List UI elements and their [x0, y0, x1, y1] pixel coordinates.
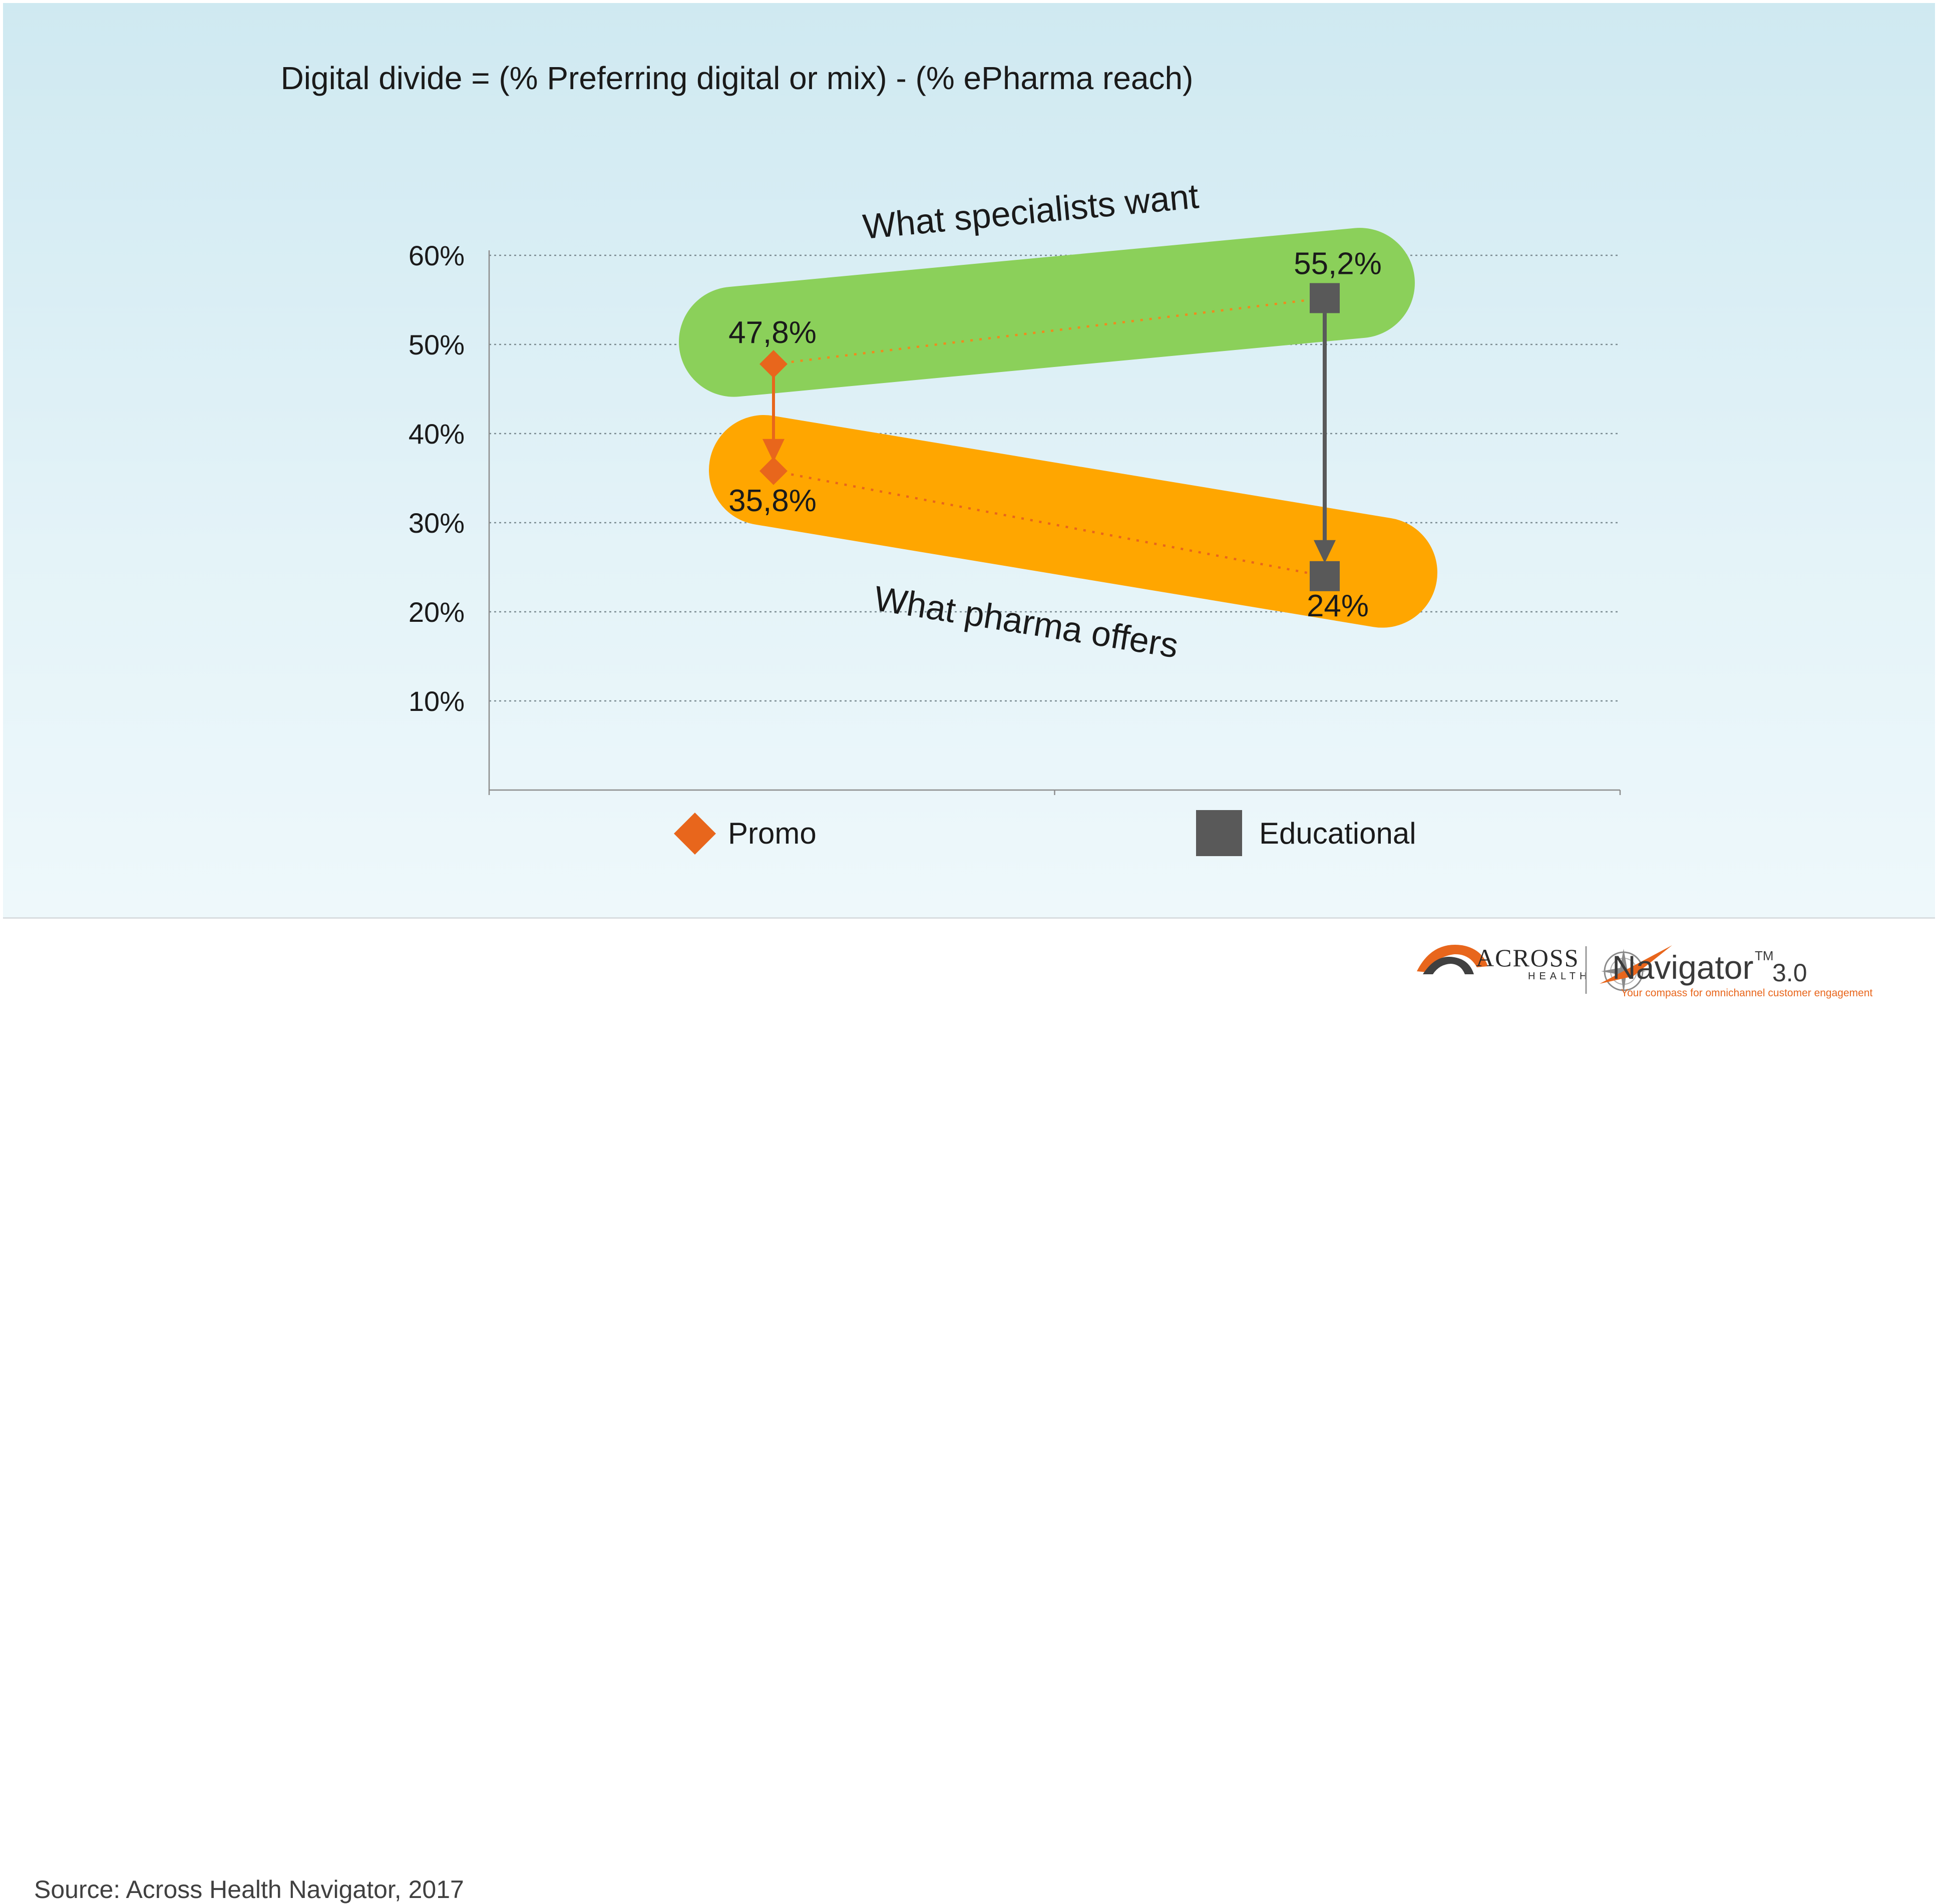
gap-arrow-educational	[1314, 313, 1336, 563]
data-label-promo-want: 47,8%	[728, 315, 817, 350]
band-label-offer: What pharma offers	[872, 579, 1181, 665]
y-tick-label: 20%	[409, 596, 465, 628]
trend-line-offer	[773, 470, 1325, 578]
y-tick-label: 10%	[409, 685, 465, 717]
point-promo-want	[759, 350, 788, 378]
y-tick-label: 60%	[409, 240, 465, 271]
markers-layer	[759, 283, 1340, 591]
source-note: Source: Across Health Navigator, 2017	[34, 1875, 464, 1903]
y-tick-label: 40%	[409, 418, 465, 450]
y-tick-label: 50%	[409, 329, 465, 360]
point-educational-offer	[1310, 561, 1340, 591]
chart: Digital divide = (% Preferring digital o…	[281, 60, 1621, 856]
trend-line-want	[773, 297, 1325, 365]
footer: Source: Across Health Navigator, 2017	[0, 919, 1938, 1903]
point-educational-want	[1310, 283, 1340, 313]
legend-label-promo: Promo	[728, 817, 817, 850]
legend-label-educational: Educational	[1259, 817, 1416, 850]
band-label-want: What specialists want	[861, 176, 1200, 246]
lines-layer	[762, 297, 1336, 578]
axes-layer: 10% 20% 30% 40% 50% 60%	[409, 240, 1621, 795]
data-label-promo-offer: 35,8%	[728, 484, 817, 518]
band-what-pharma-offers-shape	[709, 415, 1437, 628]
data-label-educational-offer: 24%	[1307, 589, 1369, 623]
band-what-pharma-offers	[709, 415, 1437, 628]
chart-area: Digital divide = (% Preferring digital o…	[3, 3, 1935, 919]
band-what-specialists-want-shape	[679, 228, 1415, 397]
grid-layer	[489, 254, 1620, 702]
legend-marker-educational	[1196, 810, 1242, 856]
band-layer	[679, 228, 1437, 628]
gap-arrow-promo	[762, 374, 785, 462]
point-promo-offer	[759, 457, 788, 485]
legend-marker-promo	[674, 813, 716, 855]
data-label-educational-want: 55,2%	[1294, 246, 1382, 281]
band-what-specialists-want	[679, 228, 1415, 397]
y-tick-label: 30%	[409, 507, 465, 539]
legend: Promo Educational	[674, 810, 1416, 856]
gap-arrow-promo-head	[762, 439, 785, 462]
gap-arrow-educational-head	[1314, 540, 1336, 563]
chart-title: Digital divide = (% Preferring digital o…	[281, 60, 1194, 96]
